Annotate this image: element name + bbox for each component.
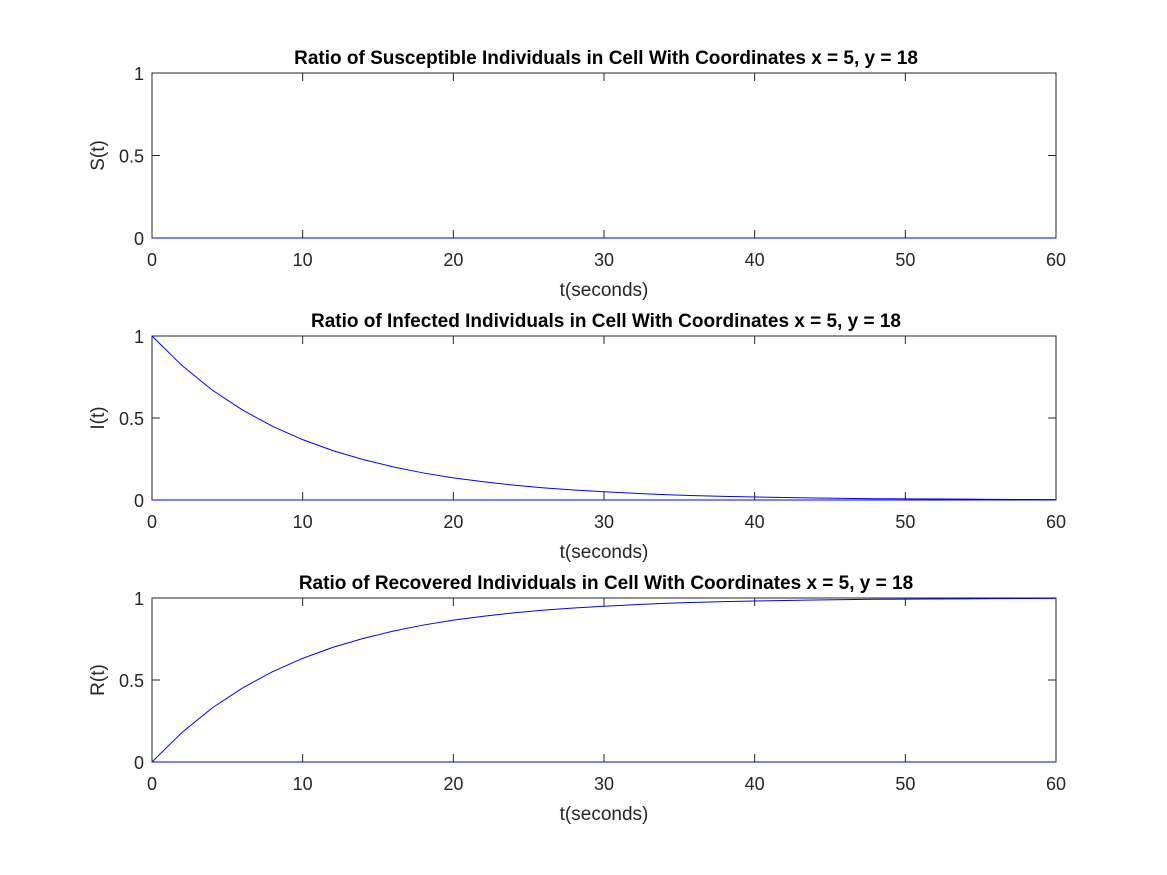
x-axis-label: t(seconds) [560, 542, 649, 563]
x-tick-label: 20 [443, 774, 463, 794]
x-tick-label: 50 [895, 250, 915, 270]
y-axis-label: R(t) [88, 664, 109, 696]
x-tick-label: 30 [594, 250, 614, 270]
subplot-infected: 0 10 20 30 40 50 60 0 0.5 1 Ratio of Infected Indi… [88, 311, 1066, 563]
x-tick-label: 30 [594, 774, 614, 794]
axes-frame-susceptible [151, 72, 1057, 239]
y-tick-label: 0 [134, 491, 144, 511]
series-line-infected-0 [151, 335, 1057, 501]
y-tick-label: 0.5 [119, 147, 144, 167]
chart-title: Ratio of Recovered Individuals in Cell W… [299, 573, 913, 594]
x-tick-label: 50 [895, 774, 915, 794]
y-tick-label: 0 [134, 753, 144, 773]
x-axis-label: t(seconds) [560, 280, 649, 301]
y-axis-label: S(t) [88, 140, 109, 171]
x-tick-label: 20 [443, 250, 463, 270]
y-tick-label: 1 [134, 327, 144, 347]
x-tick-label: 0 [147, 774, 157, 794]
y-tick-label: 0.5 [119, 409, 144, 429]
axes-frame-infected [151, 335, 1057, 501]
x-tick-label: 0 [147, 250, 157, 270]
series-line-recovered-0 [151, 597, 1057, 763]
x-tick-label: 10 [293, 250, 313, 270]
chart-title: Ratio of Infected Individuals in Cell Wi… [311, 311, 901, 332]
x-axis-label: t(seconds) [560, 804, 649, 825]
y-tick-label: 1 [134, 589, 144, 609]
x-tick-label: 10 [293, 512, 313, 532]
y-axis-label: I(t) [88, 406, 109, 429]
y-tick-label: 1 [134, 64, 144, 84]
y-tick-label: 0.5 [119, 671, 144, 691]
x-tick-label: 10 [293, 774, 313, 794]
x-tick-label: 0 [147, 512, 157, 532]
x-tick-label: 60 [1046, 250, 1066, 270]
x-tick-label: 50 [895, 512, 915, 532]
x-tick-label: 40 [745, 774, 765, 794]
x-tick-label: 40 [745, 512, 765, 532]
subplot-susceptible: 0 10 20 30 40 50 60 0 0.5 1 Ratio of Susceptible I… [88, 48, 1066, 301]
subplot-recovered: 0 10 20 30 40 50 60 0 0.5 1 Ratio of Recovered Ind… [88, 573, 1066, 825]
x-tick-label: 60 [1046, 774, 1066, 794]
x-tick-label: 60 [1046, 512, 1066, 532]
x-tick-label: 30 [594, 512, 614, 532]
x-tick-label: 20 [443, 512, 463, 532]
x-tick-label: 40 [745, 250, 765, 270]
axes-frame-recovered [151, 597, 1057, 763]
chart-title: Ratio of Susceptible Individuals in Cell… [294, 48, 918, 69]
y-tick-label: 0 [134, 229, 144, 249]
